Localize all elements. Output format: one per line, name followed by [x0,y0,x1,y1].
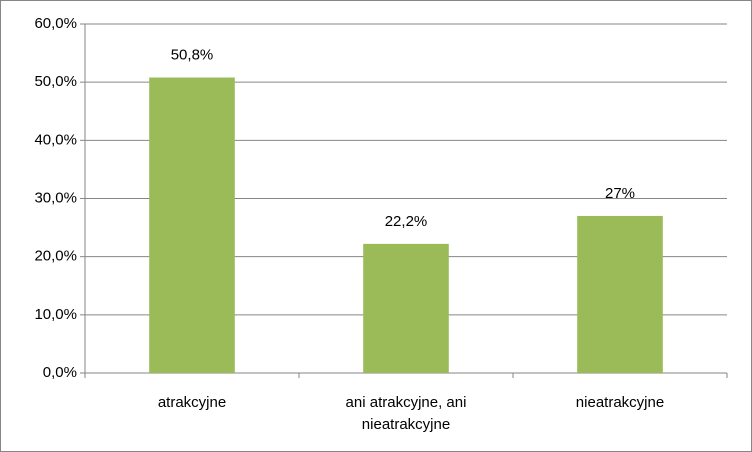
y-tick-label: 20,0% [34,248,77,265]
x-tick-label: ani atrakcyjne, ani nieatrakcyjne [346,394,467,433]
y-tick-label: 40,0% [34,131,77,148]
y-tick-label: 50,0% [34,73,77,90]
y-tick-label: 0,0% [43,364,77,381]
x-tick-label: nieatrakcyjne [576,394,664,411]
y-tick-label: 10,0% [34,306,77,323]
bar [577,215,663,373]
y-tick-label: 60,0% [34,15,77,32]
data-label: 22,2% [385,213,428,230]
bar [149,77,235,373]
y-tick-label: 30,0% [34,189,77,206]
bar [363,243,449,373]
data-label: 27% [605,185,635,202]
data-label: 50,8% [171,46,214,63]
x-tick-label: atrakcyjne [158,394,226,411]
